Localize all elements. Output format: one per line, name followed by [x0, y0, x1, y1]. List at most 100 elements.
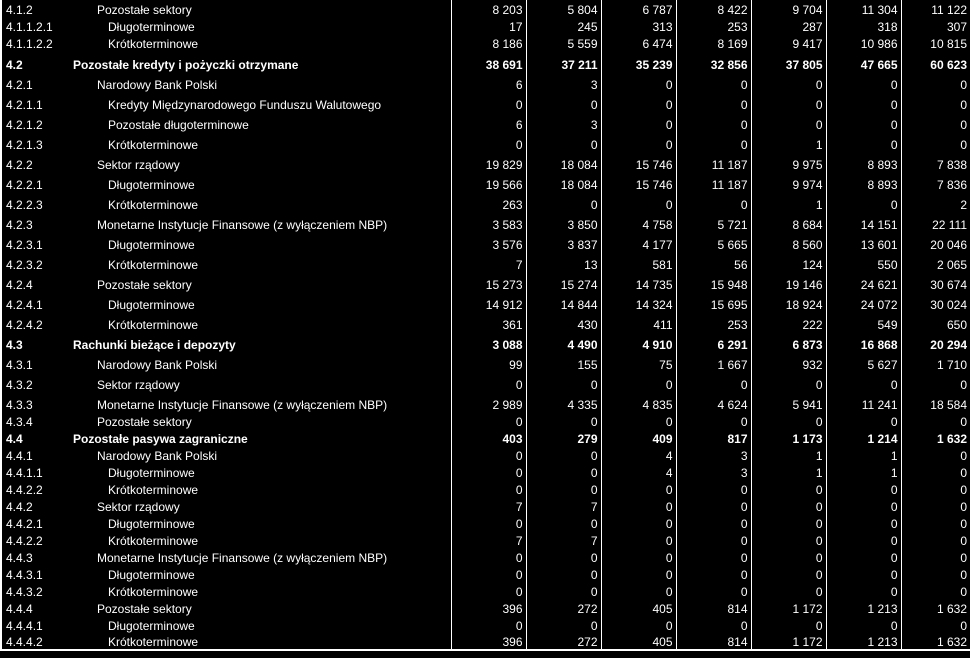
- value-cell[interactable]: 581: [600, 252, 676, 272]
- value-cell[interactable]: 0: [675, 480, 751, 497]
- value-cell[interactable]: 0: [675, 112, 751, 132]
- row-label-cell[interactable]: Narodowy Bank Polski: [97, 449, 218, 463]
- value-cell[interactable]: 0: [675, 192, 751, 212]
- value-cell[interactable]: 0: [900, 372, 970, 392]
- value-cell[interactable]: 15 273: [450, 272, 526, 292]
- value-cell[interactable]: 0: [900, 531, 970, 548]
- value-cell[interactable]: 0: [600, 565, 676, 582]
- row-code-cell[interactable]: 4.2.1.2: [0, 112, 70, 132]
- row-code-cell[interactable]: 4.2.4.1: [0, 292, 70, 312]
- value-cell[interactable]: 0: [525, 514, 601, 531]
- value-cell[interactable]: 19 566: [450, 172, 526, 192]
- value-cell[interactable]: 18 584: [900, 392, 970, 412]
- row-label-cell[interactable]: Rachunki bieżące i depozyty: [73, 338, 236, 352]
- value-cell[interactable]: 24 621: [825, 272, 901, 292]
- value-cell[interactable]: 47 665: [825, 51, 901, 72]
- row-code-cell[interactable]: 4.4.2: [0, 497, 70, 514]
- value-cell[interactable]: 0: [825, 531, 901, 548]
- value-cell[interactable]: 0: [750, 531, 826, 548]
- row-label-cell[interactable]: Krótkoterminowe: [108, 483, 199, 497]
- value-cell[interactable]: 0: [675, 514, 751, 531]
- row-code-cell[interactable]: 4.4.3: [0, 548, 70, 565]
- value-cell[interactable]: 0: [750, 412, 826, 429]
- row-label-cell[interactable]: Monetarne Instytucje Finansowe (z wyłącz…: [97, 218, 388, 232]
- value-cell[interactable]: 56: [675, 252, 751, 272]
- value-cell[interactable]: 932: [750, 352, 826, 372]
- value-cell[interactable]: 817: [675, 429, 751, 446]
- row-label-cell[interactable]: Długoterminowe: [108, 178, 195, 192]
- row-code-cell[interactable]: 4.1.1.2.1: [0, 17, 70, 34]
- row-label-cell[interactable]: Krótkoterminowe: [108, 585, 199, 599]
- value-cell[interactable]: 15 746: [600, 172, 676, 192]
- value-cell[interactable]: 253: [675, 17, 751, 34]
- value-cell[interactable]: 0: [825, 72, 901, 92]
- value-cell[interactable]: 15 948: [675, 272, 751, 292]
- value-cell[interactable]: 0: [900, 112, 970, 132]
- value-cell[interactable]: 1: [825, 446, 901, 463]
- value-cell[interactable]: 0: [750, 514, 826, 531]
- value-cell[interactable]: 11 122: [900, 0, 970, 17]
- value-cell[interactable]: 19 829: [450, 152, 526, 172]
- value-cell[interactable]: 8 186: [450, 34, 526, 51]
- row-label-cell[interactable]: Pozostałe sektory: [97, 278, 192, 292]
- value-cell[interactable]: 0: [900, 616, 970, 633]
- value-cell[interactable]: 0: [825, 372, 901, 392]
- value-cell[interactable]: 0: [600, 112, 676, 132]
- value-cell[interactable]: 0: [525, 132, 601, 152]
- value-cell[interactable]: 7: [450, 531, 526, 548]
- value-cell[interactable]: 1: [750, 192, 826, 212]
- value-cell[interactable]: 0: [450, 480, 526, 497]
- row-code-cell[interactable]: 4.1.2: [0, 0, 70, 17]
- value-cell[interactable]: 15 274: [525, 272, 601, 292]
- value-cell[interactable]: 403: [450, 429, 526, 446]
- value-cell[interactable]: 0: [900, 514, 970, 531]
- value-cell[interactable]: 0: [525, 548, 601, 565]
- value-cell[interactable]: 272: [525, 633, 601, 651]
- value-cell[interactable]: 7: [525, 531, 601, 548]
- value-cell[interactable]: 6 291: [675, 332, 751, 352]
- row-label-cell[interactable]: Pozostałe kredyty i pożyczki otrzymane: [73, 58, 299, 72]
- value-cell[interactable]: 0: [900, 565, 970, 582]
- value-cell[interactable]: 4 490: [525, 332, 601, 352]
- row-code-cell[interactable]: 4.2.3.1: [0, 232, 70, 252]
- value-cell[interactable]: 0: [825, 412, 901, 429]
- value-cell[interactable]: 37 805: [750, 51, 826, 72]
- value-cell[interactable]: 0: [675, 72, 751, 92]
- row-label-cell[interactable]: Narodowy Bank Polski: [97, 358, 218, 372]
- value-cell[interactable]: 11 304: [825, 0, 901, 17]
- value-cell[interactable]: 8 560: [750, 232, 826, 252]
- row-label-cell[interactable]: Krótkoterminowe: [70, 633, 451, 651]
- value-cell[interactable]: 814: [675, 599, 751, 616]
- value-cell[interactable]: 75: [600, 352, 676, 372]
- value-cell[interactable]: 22 111: [900, 212, 970, 232]
- value-cell[interactable]: 3: [675, 463, 751, 480]
- value-cell[interactable]: 14 912: [450, 292, 526, 312]
- value-cell[interactable]: 6: [450, 112, 526, 132]
- value-cell[interactable]: 6 787: [600, 0, 676, 17]
- value-cell[interactable]: 814: [675, 633, 751, 651]
- row-label-cell[interactable]: Pozostałe sektory: [97, 415, 192, 429]
- value-cell[interactable]: 0: [600, 514, 676, 531]
- row-label-cell[interactable]: Długoterminowe: [108, 466, 195, 480]
- value-cell[interactable]: 9 974: [750, 172, 826, 192]
- value-cell[interactable]: 60 623: [900, 51, 970, 72]
- value-cell[interactable]: 0: [525, 372, 601, 392]
- value-cell[interactable]: 0: [750, 582, 826, 599]
- value-cell[interactable]: 0: [900, 92, 970, 112]
- value-cell[interactable]: 2: [900, 192, 970, 212]
- value-cell[interactable]: 405: [600, 599, 676, 616]
- value-cell[interactable]: 18 084: [525, 172, 601, 192]
- row-label-cell[interactable]: Pozostałe długoterminowe: [108, 118, 249, 132]
- row-code-cell[interactable]: 4.3.1: [0, 352, 70, 372]
- value-cell[interactable]: 30 674: [900, 272, 970, 292]
- row-label-cell[interactable]: Pozostałe pasywa zagraniczne: [73, 432, 248, 446]
- row-code-cell[interactable]: 4.2.2: [0, 152, 70, 172]
- value-cell[interactable]: 6 873: [750, 332, 826, 352]
- value-cell[interactable]: 8 203: [450, 0, 526, 17]
- value-cell[interactable]: 4 624: [675, 392, 751, 412]
- value-cell[interactable]: 0: [900, 72, 970, 92]
- row-label-cell[interactable]: Sektor rządowy: [97, 158, 180, 172]
- row-code-cell[interactable]: 4.2.1.3: [0, 132, 70, 152]
- value-cell[interactable]: 222: [750, 312, 826, 332]
- value-cell[interactable]: 0: [450, 582, 526, 599]
